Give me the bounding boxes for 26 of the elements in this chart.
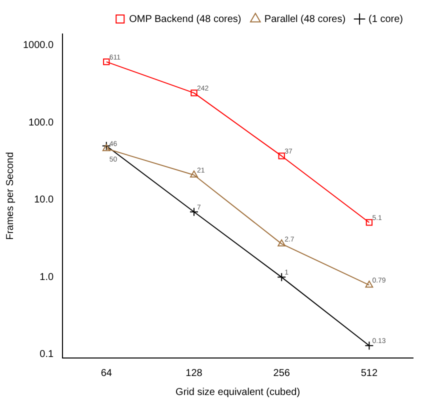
x-tick-label: 64 — [100, 368, 112, 379]
y-tick-label: 1000.0 — [22, 40, 54, 52]
point — [190, 170, 198, 178]
point — [102, 141, 111, 150]
x-tick-label: 256 — [273, 368, 290, 379]
x-tick-label: 512 — [360, 368, 378, 379]
point — [190, 90, 198, 96]
point — [102, 144, 110, 152]
point — [278, 239, 286, 246]
point — [189, 207, 198, 216]
x-axis-title: Grid size equivalent (cubed) — [176, 386, 300, 398]
point — [278, 152, 285, 160]
point — [364, 341, 374, 350]
y-tick-label: 10.0 — [34, 194, 54, 206]
point — [103, 58, 110, 66]
legend-label: OMP Backend (48 cores) — [129, 14, 242, 25]
point — [366, 219, 373, 226]
x-tick-label: 128 — [186, 368, 203, 379]
y-tick-label: 100.0 — [28, 117, 54, 128]
point — [277, 272, 286, 282]
point — [365, 280, 374, 288]
y-tick-label: 1.0 — [40, 272, 54, 283]
legend-label: (1 core) — [368, 14, 403, 25]
legend-label: Parallel (48 cores) — [264, 14, 346, 25]
y-tick-label: 0.1 — [40, 349, 54, 360]
y-axis-title: Frames per Second — [4, 152, 16, 240]
